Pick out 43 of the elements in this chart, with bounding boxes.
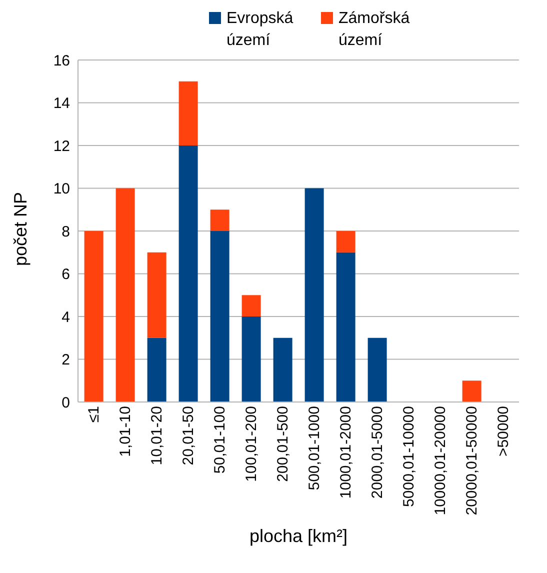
y-tick-label: 12 [53, 138, 70, 155]
bar [242, 316, 261, 402]
bar [336, 231, 356, 252]
x-tick-label: ≤1 [85, 406, 102, 423]
bar [242, 295, 261, 316]
y-tick-label: 2 [62, 352, 70, 369]
x-tick-label: 500,01-1000 [306, 406, 323, 490]
x-tick-label: 50,01-100 [211, 406, 228, 474]
x-axis-title: plocha [km²] [249, 526, 348, 546]
y-tick-label: 6 [62, 266, 70, 284]
y-tick-label: 0 [62, 394, 70, 412]
y-axis-title: počet NP [10, 192, 30, 266]
bar [210, 210, 230, 231]
y-tick-label: 4 [62, 308, 70, 326]
bar [304, 188, 324, 402]
x-tick-label: 100,01-200 [242, 406, 260, 482]
x-tick-label: >50000 [494, 406, 512, 456]
x-tick-label: 5000,01-10000 [400, 406, 418, 507]
bar [273, 338, 292, 402]
bar [84, 231, 104, 402]
y-tick-label: 10 [53, 180, 70, 198]
legend-label: Evropská území [226, 9, 294, 51]
bar [210, 231, 230, 402]
x-tick-label: 1000,01-2000 [337, 406, 354, 499]
x-tick-label: 200,01-500 [274, 406, 292, 482]
y-tick-label: 8 [62, 223, 70, 240]
bar [178, 146, 198, 402]
bar [147, 338, 166, 402]
y-tick-label: 14 [53, 95, 70, 112]
x-tick-label: 1,01-10 [116, 406, 134, 457]
x-tick-label: 2000,01-5000 [368, 406, 386, 499]
x-tick-label: 10000,01-20000 [432, 406, 449, 516]
y-tick-label: 16 [53, 52, 70, 70]
x-tick-label: 20000,01-50000 [463, 406, 480, 516]
bar [462, 380, 482, 402]
x-tick-label: 10,01-20 [148, 406, 166, 466]
bar [368, 338, 387, 402]
bar [178, 81, 198, 146]
bar [336, 252, 356, 402]
legend-label: Zámořská území [338, 9, 411, 51]
x-tick-label: 20,01-50 [180, 406, 197, 466]
bar [116, 188, 135, 402]
bar [147, 252, 166, 338]
